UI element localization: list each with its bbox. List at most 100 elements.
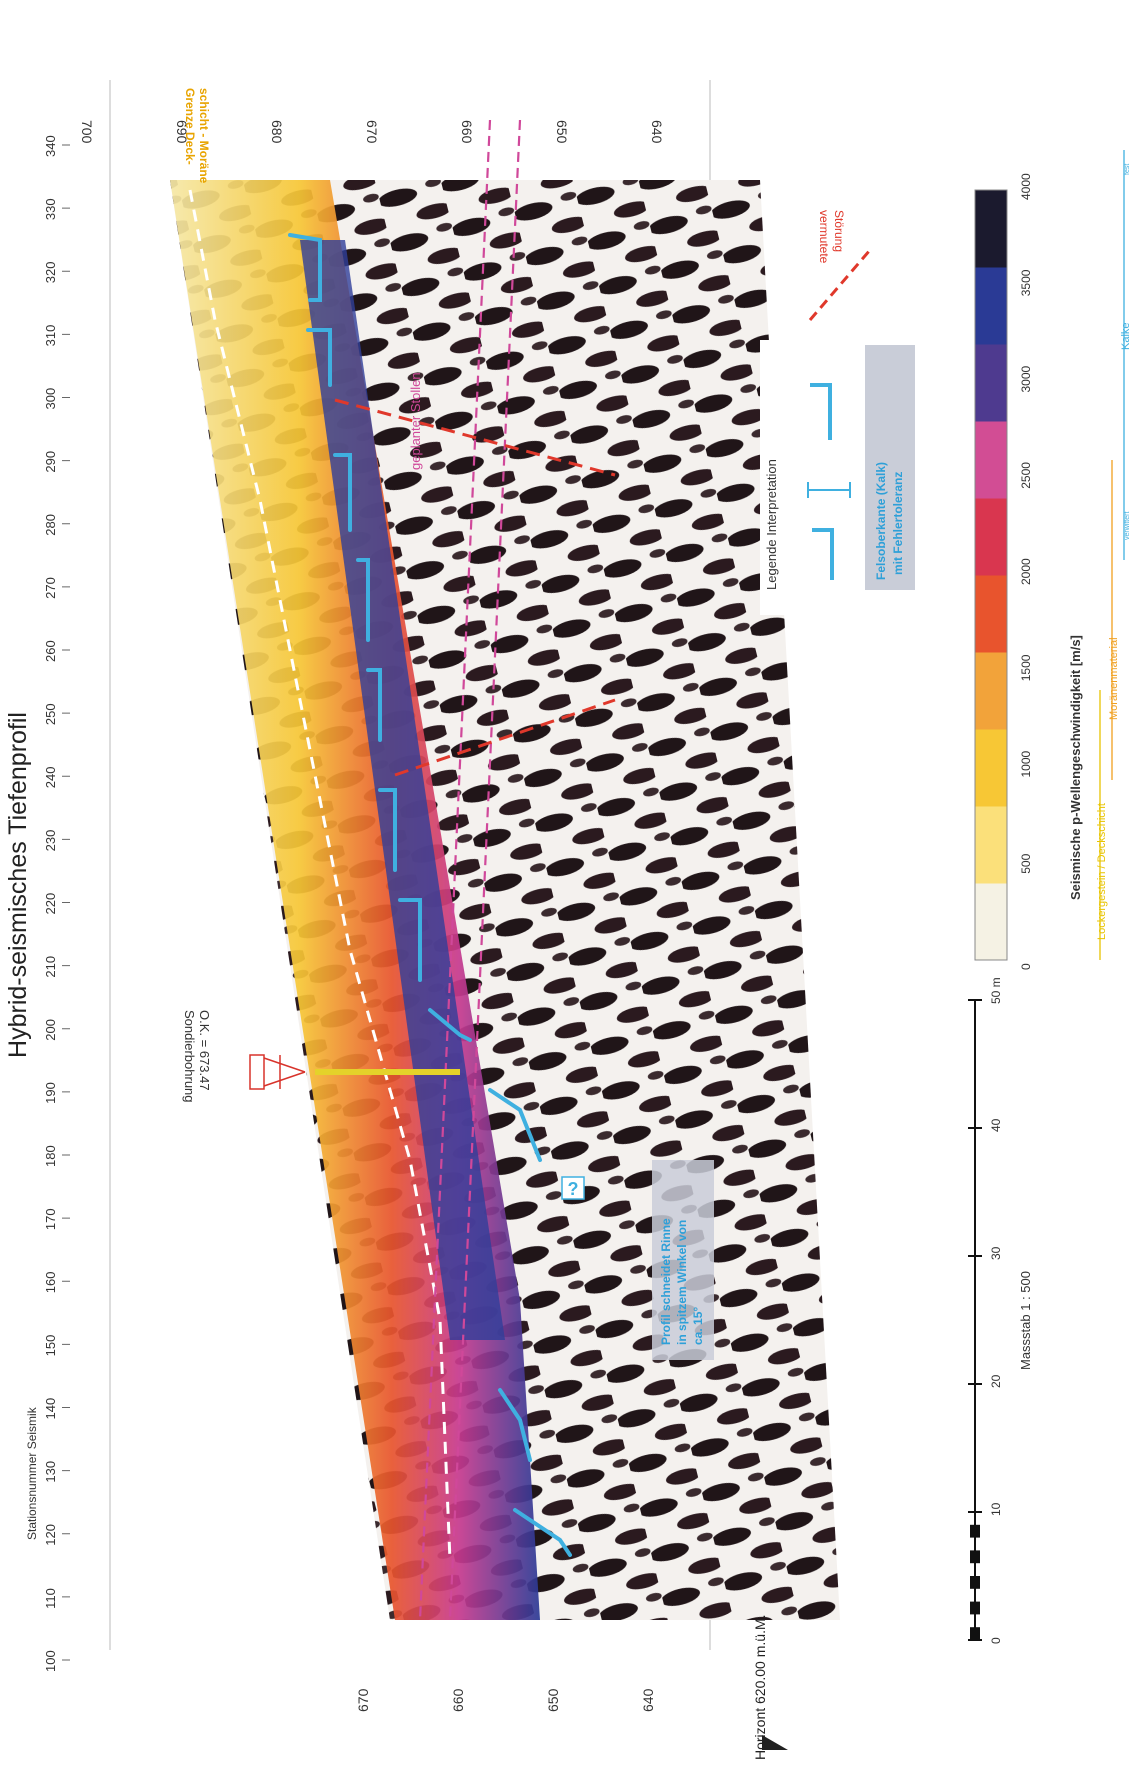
scale-segment	[970, 1601, 980, 1615]
scale-segment	[970, 1550, 980, 1564]
station-tick-label: 150	[43, 1335, 58, 1357]
velocity-colorbar: 0 500 1000 1500 2000 2500 3000 3500 4000	[974, 173, 1033, 970]
elevation-right-label: 700	[79, 120, 95, 144]
rock-edge-interpretation	[288, 233, 572, 1557]
colorbar-swatch	[975, 883, 1007, 961]
station-tick-label: 230	[43, 830, 58, 852]
station-tick-label: 300	[43, 388, 58, 410]
elevation-left-label: 650	[545, 1688, 561, 1712]
station-tick-label: 200	[43, 1019, 58, 1041]
range-label-kalke: Kalke	[1120, 322, 1131, 350]
borehole-value: O.K. = 673.47	[197, 1010, 212, 1091]
elevation-left-label: 670	[355, 1688, 371, 1712]
question-box	[561, 1176, 585, 1200]
elevation-left-label: 640	[640, 1688, 656, 1712]
elevation-right-label: 640	[649, 120, 665, 144]
station-tick-label: 210	[43, 956, 58, 978]
station-tick-label: 290	[43, 451, 58, 473]
tunnel-line-upper	[418, 119, 492, 1621]
station-tick-label: 180	[43, 1145, 58, 1167]
colorbar-swatch	[975, 729, 1007, 807]
elevation-right-label: 670	[364, 120, 380, 144]
elevation-right-label: 680	[269, 120, 285, 144]
colorbar-swatch	[975, 190, 1007, 268]
scale-segment	[970, 1627, 980, 1640]
station-tick-label: 270	[43, 577, 58, 599]
colorbar-tick-label: 2000	[1019, 558, 1033, 585]
station-tick-label: 110	[43, 1588, 58, 1609]
legend-fault-line1: vermutete	[817, 210, 831, 264]
colorbar-swatch	[975, 806, 1007, 884]
question-mark: ?	[568, 1179, 579, 1199]
station-tick-label: 160	[43, 1272, 58, 1294]
station-tick-label: 280	[43, 514, 58, 536]
station-tick-label: 240	[43, 767, 58, 789]
colorbar-title: Seismische p-Wellengeschwindigkeit [m/s]	[1068, 635, 1083, 900]
boundary-label-line1: Grenze Deck-	[183, 88, 197, 165]
interpretation-legend: Legende Interpretation Felsoberkante (Ka…	[764, 210, 915, 590]
elevation-axis-left: 670 660 650 640	[355, 1688, 656, 1712]
colorbar-tick-label: 1500	[1019, 654, 1033, 681]
range-label-kalke-right: fest	[1124, 164, 1131, 175]
colorbar-tick-label: 3000	[1019, 365, 1033, 392]
channel-note-box	[652, 1160, 714, 1360]
legend-fault-line2: Störung	[832, 210, 846, 252]
colorbar-tick-label: 500	[1019, 853, 1033, 873]
colorbar-tick-label: 3500	[1019, 269, 1033, 296]
station-tick-label: 320	[43, 262, 58, 284]
elevation-axis-right: 700 690 680 670 660 650 640	[79, 120, 665, 144]
borehole-label: Sondierbohrung	[182, 1010, 197, 1103]
scale-segment	[970, 1576, 980, 1589]
elevation-right-label: 660	[459, 120, 475, 144]
station-tick-label: 130	[43, 1461, 58, 1483]
range-label-deckschicht: Lockergestein / Deckschicht	[1096, 803, 1108, 940]
fault-line-1	[334, 398, 616, 477]
colorbar-tick-label: 4000	[1019, 173, 1033, 200]
scale-segment	[970, 1524, 980, 1538]
station-tick-label: 310	[43, 325, 58, 347]
range-label-morane: Moränenmaterial	[1108, 637, 1120, 720]
station-tick-label: 190	[43, 1082, 58, 1104]
station-axis-label: Stationsnummer Seismik	[25, 1406, 39, 1540]
scale-bar: 0 10 20 30 40 50 m	[968, 977, 1003, 1644]
station-tick-label: 340	[43, 135, 58, 157]
colorbar-frame	[974, 189, 1008, 961]
colorbar-swatch	[975, 421, 1007, 499]
station-axis: 100 110 120 130 140 150 160 170 180 190 200 210 220 2…	[43, 135, 70, 1672]
scale-tick-label: 50 m	[989, 977, 1003, 1004]
north-arrow-icon	[762, 1735, 788, 1750]
station-tick-label: 330	[43, 198, 58, 220]
boundary-label-line2: schicht - Moräne	[197, 88, 211, 184]
colorbar-tick-label: 0	[1019, 963, 1033, 970]
legend-item-line1: Felsoberkante (Kalk)	[874, 462, 888, 580]
tunnel-label: geplanter Stollen	[408, 372, 423, 470]
scale-tick-label: 0	[989, 1637, 1003, 1644]
horizon-label: Horizont 620.00 m.ü.M.	[752, 1614, 768, 1760]
station-tick-label: 140	[43, 1398, 58, 1420]
station-tick-label: 260	[43, 640, 58, 662]
station-tick-label: 250	[43, 703, 58, 725]
range-label-kalke-left: verwittert	[1124, 512, 1131, 540]
seismic-section	[170, 180, 915, 1620]
scale-label: Massstab 1 : 500	[1018, 1271, 1033, 1370]
colorbar-swatch	[975, 652, 1007, 730]
station-tick-label: 100	[43, 1650, 58, 1672]
figure-title: Hybrid-seismisches Tiefenprofil	[4, 712, 32, 1058]
material-ranges: Lockergestein / Deckschicht Moränenmater…	[1096, 150, 1131, 960]
colorbar-tick-label: 2500	[1019, 462, 1033, 489]
scale-tick-label: 10	[989, 1502, 1003, 1516]
colorbar-swatch	[975, 267, 1007, 345]
station-tick-label: 120	[43, 1524, 58, 1546]
channel-note-line: in spitzem Winkel von	[675, 1220, 689, 1345]
tunnel-line-lower	[448, 119, 522, 1621]
channel-note-line: Profil schneidet Rinne	[659, 1218, 673, 1345]
legend-item-box	[865, 345, 915, 590]
elevation-right-label: 650	[554, 120, 570, 144]
scale-tick-label: 20	[989, 1374, 1003, 1388]
colorbar-tick-label: 1000	[1019, 750, 1033, 777]
legend-item-line2: mit Fehlertoleranz	[891, 472, 905, 575]
colorbar-swatch	[975, 498, 1007, 576]
drill-rig-icon	[249, 1054, 306, 1090]
scale-tick-label: 30	[989, 1246, 1003, 1260]
